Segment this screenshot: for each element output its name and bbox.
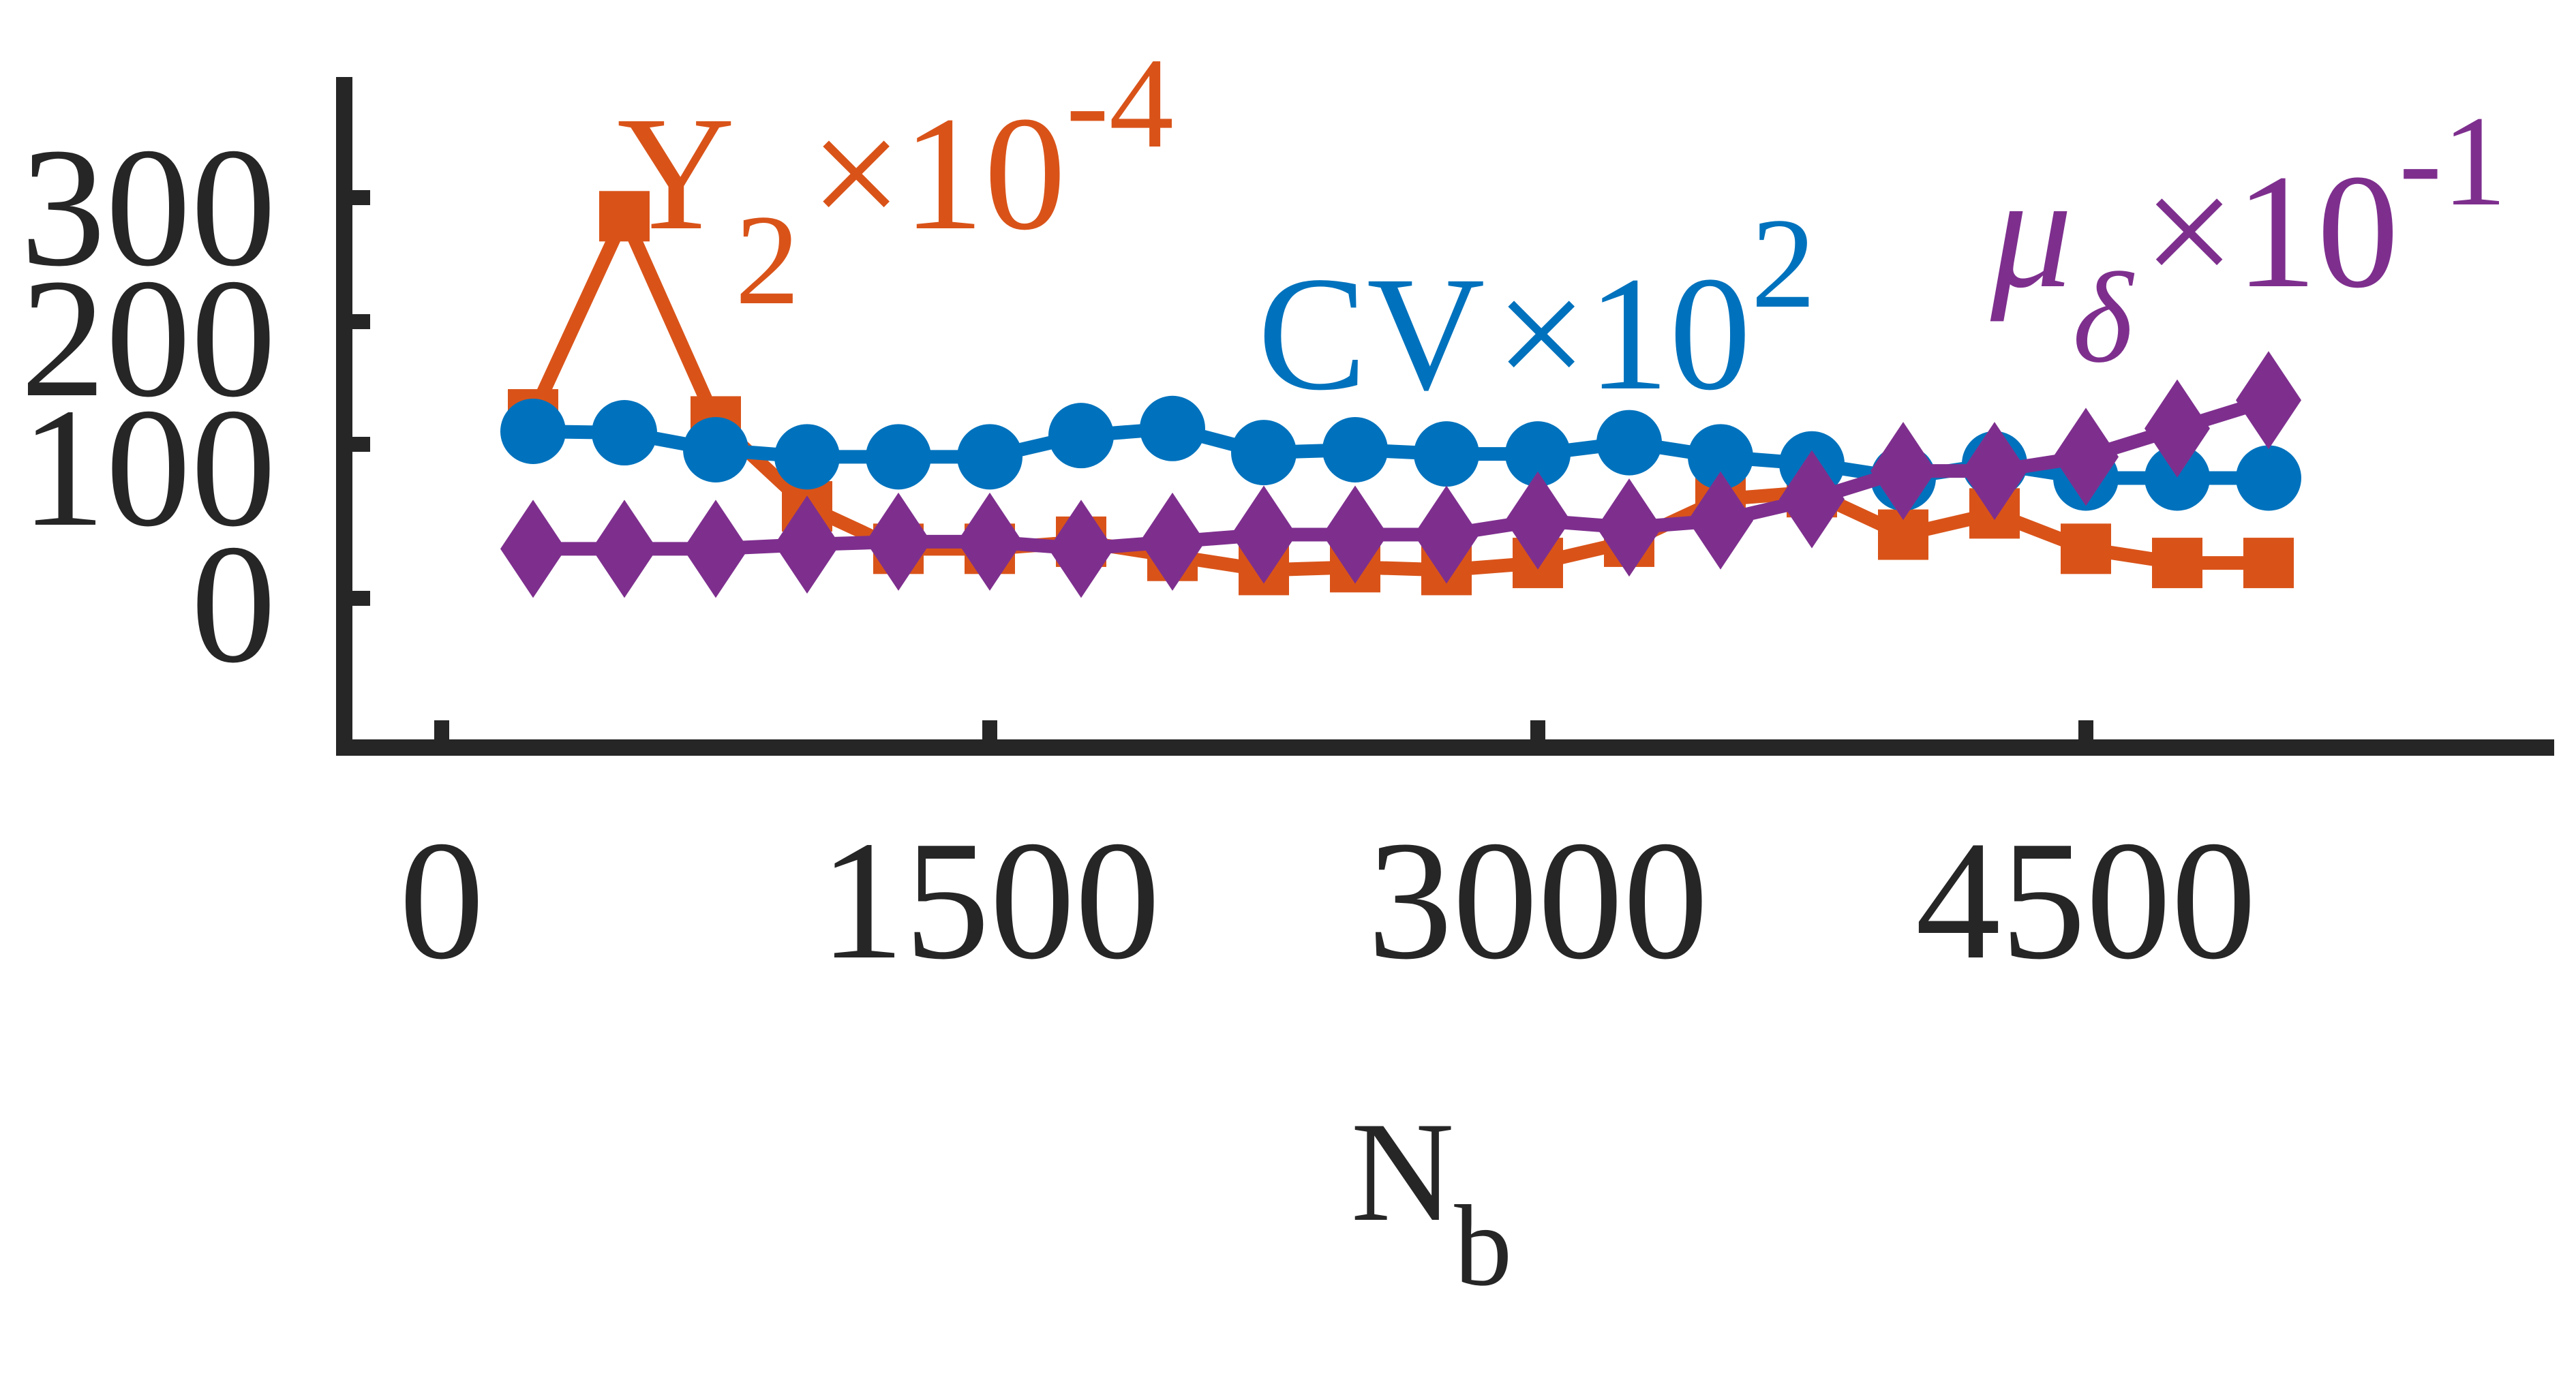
data-point [1505, 471, 1571, 570]
data-point [683, 416, 748, 482]
data-point [500, 500, 566, 598]
y-tick-label: 0 [191, 510, 276, 698]
data-point [1140, 395, 1205, 461]
data-point [2145, 379, 2210, 478]
data-point [1779, 450, 1845, 549]
x-tick-label: 4500 [1915, 806, 2256, 995]
data-point [2145, 445, 2210, 511]
data-point [1596, 410, 1662, 476]
data-point [866, 424, 931, 490]
data-point [1048, 403, 1114, 469]
x-tick-label: 3000 [1367, 806, 1708, 995]
series-layer [500, 191, 2301, 598]
data-point [2243, 538, 2294, 589]
data-point [1688, 424, 1753, 490]
data-point [2236, 445, 2301, 511]
x-tick-label: 0 [399, 806, 485, 995]
data-point [592, 400, 657, 466]
data-point [774, 424, 840, 490]
series-label-exponent: -4 [1066, 32, 1174, 175]
series-label-factor: ×10 [1495, 243, 1751, 424]
data-point [1231, 485, 1297, 584]
data-point [592, 500, 657, 598]
data-point [683, 500, 748, 598]
data-point [599, 191, 650, 242]
data-point [1414, 485, 1479, 584]
data-point [1140, 492, 1205, 591]
series-label-exponent: 2 [1751, 192, 1816, 335]
series-2 [500, 351, 2301, 598]
series-labels: Y2×10-4CV×102 μδ×10-1 [617, 32, 2506, 424]
y-tick-label: 300 [20, 113, 276, 302]
data-point [2236, 351, 2301, 450]
data-point [1048, 500, 1114, 598]
x-axis-title-subscript: b [1454, 1182, 1512, 1310]
data-point [1505, 421, 1571, 487]
series-label-main: Y [617, 82, 735, 264]
series-label-1: CV×102 [1258, 192, 1816, 424]
series-label-subscript: 2 [735, 189, 800, 332]
data-point [957, 424, 1022, 490]
data-point [1414, 421, 1479, 487]
series-label-main: CV [1258, 243, 1485, 424]
data-point [2152, 538, 2202, 589]
data-point [866, 492, 931, 591]
series-label-subscript: δ [2072, 247, 2134, 390]
series-label-main: μ [1990, 140, 2072, 322]
data-point [2053, 408, 2119, 506]
data-point [1688, 471, 1753, 570]
series-label-exponent: -1 [2399, 90, 2506, 233]
x-ticks: 0 1500 3000 4500 [399, 720, 2256, 995]
series-label-0: Y2×10-4 [617, 32, 1174, 332]
data-point [1322, 416, 1388, 482]
data-point [1231, 420, 1297, 486]
y-tick-label: 200 [20, 244, 276, 433]
data-point [1962, 422, 2027, 521]
x-axis-title-main: N [1351, 1093, 1455, 1251]
x-tick-label: 1500 [819, 806, 1160, 995]
data-point [1322, 485, 1388, 584]
data-point [774, 495, 840, 594]
data-point [2061, 523, 2111, 574]
series-label-factor: ×10 [2143, 140, 2399, 322]
data-point [1870, 422, 1936, 521]
series-label-2: μδ×10-1 [1990, 90, 2506, 390]
data-point [957, 492, 1022, 591]
x-axis-title: Nb [1351, 1093, 1513, 1310]
series-label-factor: ×10 [810, 82, 1065, 264]
y-tick-label: 100 [20, 373, 276, 562]
data-point [1596, 478, 1662, 577]
data-point [500, 398, 566, 464]
